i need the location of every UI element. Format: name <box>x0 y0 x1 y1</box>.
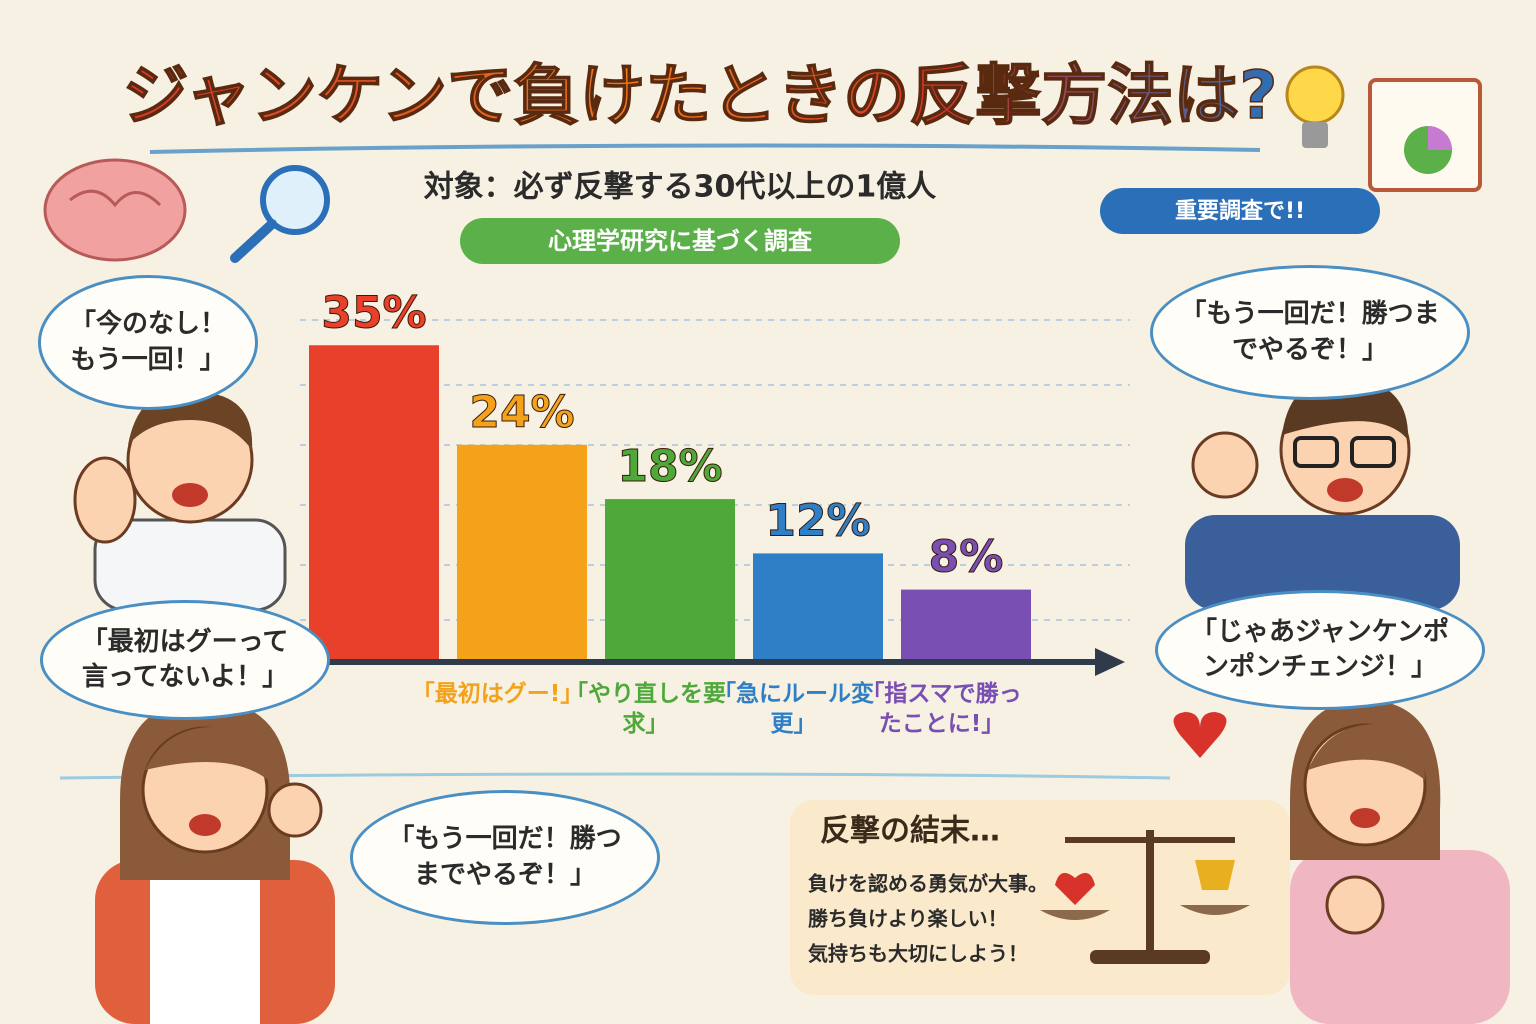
bar <box>457 444 587 662</box>
title-underline <box>149 143 1261 154</box>
character-woman-right <box>1290 700 1510 1024</box>
value-label: 12% <box>765 495 870 546</box>
character-man-left <box>73 390 287 612</box>
title: ジャンケンで負けたときの反撃方法は? <box>122 57 1277 134</box>
character-woman-left <box>95 700 335 1024</box>
brain-icon <box>43 158 187 262</box>
bar <box>605 499 735 662</box>
x-tick-label-box: 「指スマで勝ったことに!」 <box>861 681 1022 737</box>
x-tick-label: 「急にルール変更」 <box>713 681 874 737</box>
axis-arrow <box>1095 648 1125 676</box>
bar <box>309 345 439 662</box>
result-panel <box>790 800 1290 995</box>
speech-bubble: 「最初はグーって言ってないよ！」 <box>40 600 330 720</box>
x-tick-label: 「指スマで勝ったことに!」 <box>861 681 1022 737</box>
speech-bubble-box: 「じゃあジャンケンポンポンチェンジ！」 <box>1155 590 1485 710</box>
tag-pill <box>460 218 900 264</box>
subtitle: 対象：必ず反撃する30代以上の1億人 <box>424 170 937 205</box>
speech-bubble-box: 「もう一回だ！勝つまでやるぞ！」 <box>350 790 660 925</box>
value-label: 24% <box>469 387 574 438</box>
bulb-icon <box>1285 65 1345 148</box>
value-label: 8% <box>929 532 1004 583</box>
x-tick-label-box: 「最初はグー!」 <box>411 681 584 707</box>
badge: 重要調査で!! <box>1175 198 1305 224</box>
speech-bubble-box: 「最初はグーって言ってないよ！」 <box>40 600 330 720</box>
x-tick-label-box: 「やり直しを要求」 <box>565 681 726 737</box>
value-label: 35% <box>321 287 426 338</box>
value-label: 18% <box>617 441 722 492</box>
result-line: 勝ち負けより楽しい！ <box>808 907 1008 931</box>
result-title: 反撃の結末… <box>820 814 1000 849</box>
x-tick-label: 「やり直しを要求」 <box>565 681 726 737</box>
report-icon <box>1368 78 1482 192</box>
x-tick-label-box: 「急にルール変更」 <box>713 681 874 737</box>
badge-pill <box>1100 188 1380 234</box>
bar <box>901 589 1031 662</box>
x-tick-label: 「最初はグー!」 <box>411 681 584 707</box>
result-line: 負けを認める勇気が大事。 <box>808 872 1048 896</box>
speech-bubble: 「もう一回だ！勝つまでやるぞ！」 <box>1150 265 1470 400</box>
speech-bubble: 「じゃあジャンケンポンポンチェンジ！」 <box>1155 590 1485 710</box>
speech-bubble-box: 「もう一回だ！勝つまでやるぞ！」 <box>1150 265 1470 400</box>
result-line: 気持ちも大切にしよう！ <box>808 942 1028 966</box>
magnifier-icon <box>230 165 330 263</box>
scale-icon <box>1040 830 1250 964</box>
speech-bubble: 「今のなし！もう一回！」 <box>38 275 258 410</box>
speech-bubble-box: 「今のなし！もう一回！」 <box>38 275 258 410</box>
speech-bubble: 「もう一回だ！勝つまでやるぞ！」 <box>350 790 660 925</box>
bar <box>753 553 883 662</box>
tag: 心理学研究に基づく調査 <box>548 227 812 255</box>
heart-icon <box>1173 712 1227 758</box>
plot: 35% 24% 18% 12% 8% <box>309 287 1031 662</box>
